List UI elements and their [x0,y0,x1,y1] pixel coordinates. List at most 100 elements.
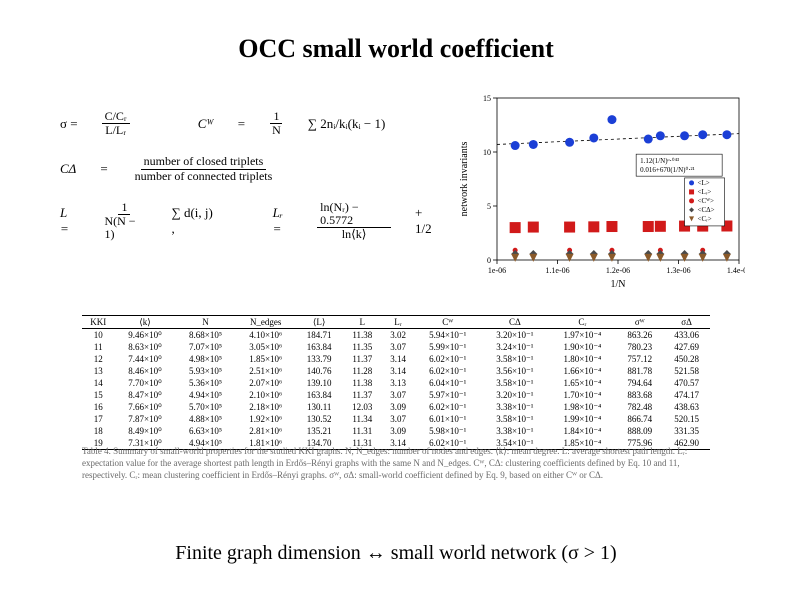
table-cell: 11.28 [343,365,382,377]
table-cell: 1.65×10⁻⁴ [548,377,616,389]
table-cell: 3.07 [382,413,414,425]
svg-text:1.1e-06: 1.1e-06 [545,266,569,275]
table-cell: 3.09 [382,401,414,413]
L-fnum: 1 [118,201,130,215]
table-cell: 3.38×10⁻¹ [481,401,548,413]
table-cell: 3.13 [382,377,414,389]
table-header: CΔ [481,316,548,329]
table-cell: 10 [82,329,115,342]
svg-text:<L>: <L> [698,179,710,187]
table-cell: 3.20×10⁻¹ [481,389,548,401]
page-title: OCC small world coefficient [0,34,792,64]
table-cell: 16 [82,401,115,413]
table-cell: 6.63×10⁵ [175,425,235,437]
table-cell: 7.87×10⁰ [115,413,176,425]
sigma-num: C/Cᵣ [102,110,130,124]
cw-fden: N [269,124,284,137]
table-cell: 1.66×10⁻⁴ [548,365,616,377]
cw-fnum: 1 [270,110,282,124]
table-cell: 7.70×10⁰ [115,377,176,389]
L-tail: ∑ d(i, j) , [171,205,215,237]
table-cell: 438.63 [663,401,710,413]
table-cell: 8.68×10⁵ [175,329,235,342]
table-cell: 133.79 [296,353,343,365]
svg-text:network invariants: network invariants [459,142,470,217]
table-cell: 863.26 [616,329,663,342]
table-cell: 3.07 [382,341,414,353]
table-cell: 4.88×10⁵ [175,413,235,425]
table-cell: 3.58×10⁻¹ [481,413,548,425]
table-cell: 3.56×10⁻¹ [481,365,548,377]
svg-text:5: 5 [487,202,491,211]
svg-text:10: 10 [483,148,491,157]
table-cell: 433.06 [663,329,710,342]
table-cell: 794.64 [616,377,663,389]
table-cell: 1.98×10⁻⁴ [548,401,616,413]
table-cell: 3.14 [382,353,414,365]
table-cell: 9.46×10⁰ [115,329,176,342]
table-cell: 7.66×10⁰ [115,401,176,413]
table-header: σΔ [663,316,710,329]
cw-tail: ∑ 2nᵢ/kᵢ(kᵢ − 1) [308,116,386,132]
formula-L: L = 1 N(N − 1) ∑ d(i, j) , Lᵣ = ln(Nᵣ) −… [60,201,440,242]
svg-text:<Cᵂ>: <Cᵂ> [698,197,714,205]
table-cell: 11.37 [343,389,382,401]
table-cell: 2.07×10⁶ [236,377,296,389]
table-cell: 7.44×10⁰ [115,353,176,365]
table-cell: 6.04×10⁻¹ [414,377,481,389]
table-cell: 470.57 [663,377,710,389]
L-lhs: L = [60,205,77,237]
table-cell: 163.84 [296,389,343,401]
svg-text:1e-06: 1e-06 [488,266,506,275]
table-cell: 8.49×10⁰ [115,425,176,437]
svg-text:1.2e-06: 1.2e-06 [606,266,630,275]
table-cell: 881.78 [616,365,663,377]
table-cell: 5.36×10⁵ [175,377,235,389]
table-cell: 450.28 [663,353,710,365]
svg-text:15: 15 [483,94,491,103]
table-header: Cᵣ [548,316,616,329]
table-cell: 8.47×10⁰ [115,389,176,401]
table-cell: 8.46×10⁰ [115,365,176,377]
table-cell: 3.07 [382,389,414,401]
Lr-tail: + 1/2 [415,205,440,237]
table-cell: 1.80×10⁻⁴ [548,353,616,365]
formula-block: σ = C/Cᵣ L/Lᵣ Cᵂ = 1 N ∑ 2nᵢ/kᵢ(kᵢ − 1) … [60,110,440,259]
table-cell: 2.18×10⁶ [236,401,296,413]
table-cell: 140.76 [296,365,343,377]
table-cell: 3.24×10⁻¹ [481,341,548,353]
table-cell: 5.94×10⁻¹ [414,329,481,342]
bottom-conclusion: Finite graph dimension ↔ small world net… [0,542,792,565]
table-cell: 866.74 [616,413,663,425]
table-header: N [175,316,235,329]
table-cell: 11 [82,341,115,353]
table-cell: 11.38 [343,377,382,389]
table-cell: 1.85×10⁶ [236,353,296,365]
table-header: L [343,316,382,329]
table-cell: 4.94×10⁵ [175,389,235,401]
table-cell: 6.01×10⁻¹ [414,413,481,425]
table-cell: 14 [82,377,115,389]
table-cell: 1.92×10⁶ [236,413,296,425]
table-cell: 3.58×10⁻¹ [481,353,548,365]
formula-sigma: σ = C/Cᵣ L/Lᵣ Cᵂ = 1 N ∑ 2nᵢ/kᵢ(kᵢ − 1) [60,110,440,137]
table-header: Lᵣ [382,316,414,329]
table-cell: 3.14 [382,365,414,377]
table-cell: 11.35 [343,341,382,353]
cw-eq: = [238,116,245,132]
svg-text:1/N: 1/N [611,279,626,290]
table-cell: 1.90×10⁻⁴ [548,341,616,353]
svg-text:1.3e-06: 1.3e-06 [666,266,690,275]
table-header: N_edges [236,316,296,329]
table-cell: 7.07×10⁵ [175,341,235,353]
table-cell: 3.38×10⁻¹ [481,425,548,437]
table-caption: Table 4. Summary of small-world properti… [82,445,710,481]
table-cell: 11.38 [343,329,382,342]
table-cell: 18 [82,425,115,437]
table-cell: 3.58×10⁻¹ [481,377,548,389]
table-cell: 521.58 [663,365,710,377]
table-cell: 2.10×10⁶ [236,389,296,401]
sigma-den: L/Lᵣ [102,124,129,137]
table-header: Cᵂ [414,316,481,329]
table-cell: 1.99×10⁻⁴ [548,413,616,425]
